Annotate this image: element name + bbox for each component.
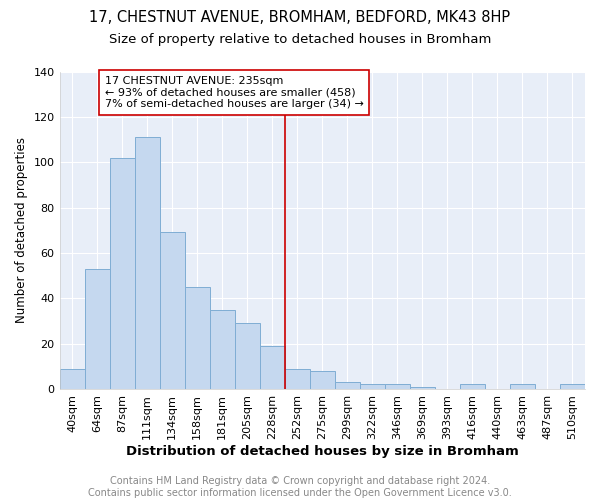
Bar bbox=[285, 368, 310, 389]
Text: 17, CHESTNUT AVENUE, BROMHAM, BEDFORD, MK43 8HP: 17, CHESTNUT AVENUE, BROMHAM, BEDFORD, M… bbox=[89, 10, 511, 25]
Bar bbox=[310, 371, 335, 389]
Text: Size of property relative to detached houses in Bromham: Size of property relative to detached ho… bbox=[109, 32, 491, 46]
Bar bbox=[110, 158, 134, 389]
Bar bbox=[134, 138, 160, 389]
Bar bbox=[385, 384, 410, 389]
Bar bbox=[209, 310, 235, 389]
Bar bbox=[59, 368, 85, 389]
Bar bbox=[235, 323, 260, 389]
Bar bbox=[335, 382, 360, 389]
Y-axis label: Number of detached properties: Number of detached properties bbox=[15, 137, 28, 323]
Bar bbox=[460, 384, 485, 389]
Text: 17 CHESTNUT AVENUE: 235sqm
← 93% of detached houses are smaller (458)
7% of semi: 17 CHESTNUT AVENUE: 235sqm ← 93% of deta… bbox=[104, 76, 364, 109]
Bar bbox=[360, 384, 385, 389]
Text: Contains HM Land Registry data © Crown copyright and database right 2024.
Contai: Contains HM Land Registry data © Crown c… bbox=[88, 476, 512, 498]
Bar bbox=[560, 384, 585, 389]
Bar bbox=[185, 287, 209, 389]
Bar bbox=[85, 269, 110, 389]
X-axis label: Distribution of detached houses by size in Bromham: Distribution of detached houses by size … bbox=[126, 444, 518, 458]
Bar bbox=[410, 386, 435, 389]
Bar bbox=[160, 232, 185, 389]
Bar bbox=[260, 346, 285, 389]
Bar bbox=[510, 384, 535, 389]
